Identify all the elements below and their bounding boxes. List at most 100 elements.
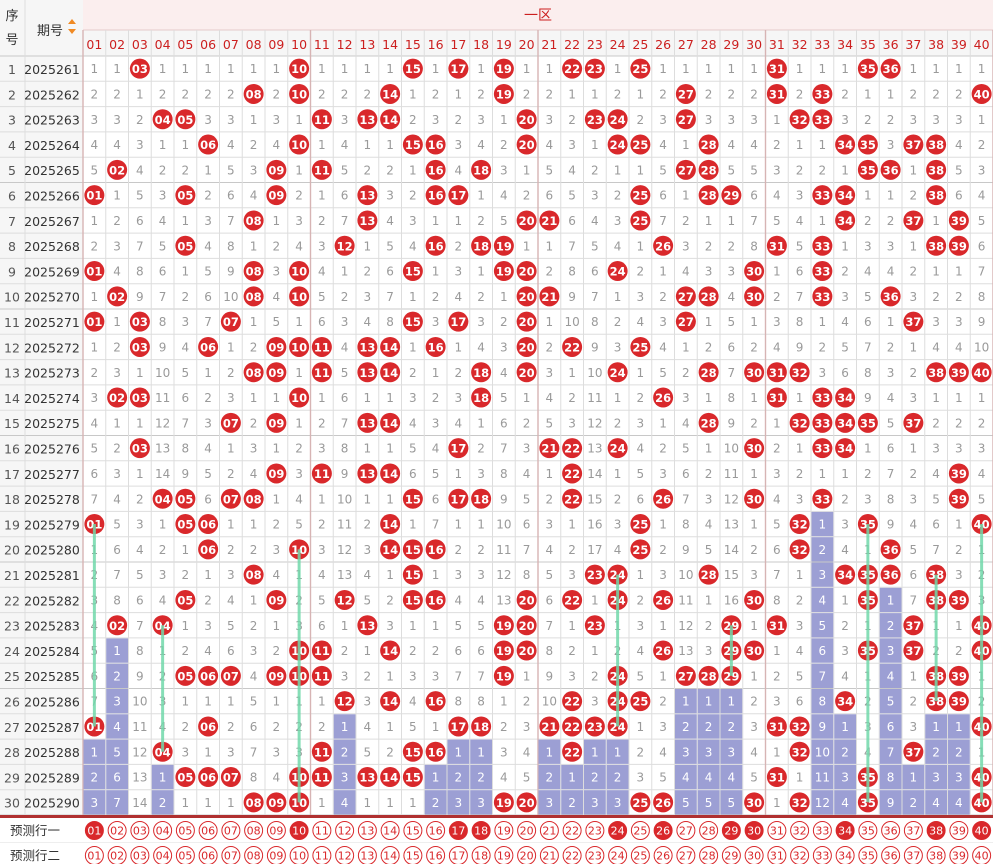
predict-ball-34[interactable]	[835, 846, 855, 864]
gap-count: 4	[978, 467, 986, 481]
drawn-ball-20	[516, 210, 537, 231]
predict-ball-26[interactable]	[653, 821, 673, 840]
gap-count: 3	[273, 113, 281, 127]
predict-ball-23[interactable]	[585, 846, 605, 864]
predict-ball-39[interactable]	[949, 846, 969, 864]
predict-ball-15[interactable]	[403, 821, 423, 840]
predict-ball-13[interactable]	[357, 846, 377, 864]
predict-ball-30[interactable]	[744, 821, 764, 840]
predict-ball-11[interactable]	[312, 846, 332, 864]
predict-ball-04[interactable]	[153, 821, 173, 840]
predict-ball-23[interactable]	[585, 821, 605, 840]
predict-ball-07[interactable]	[221, 846, 241, 864]
predict-ball-01[interactable]	[84, 846, 104, 864]
drawn-ball-25	[630, 134, 651, 155]
predict-ball-38[interactable]	[926, 821, 946, 840]
predict-ball-03[interactable]	[130, 821, 150, 840]
sort-up-arrow-icon[interactable]	[68, 19, 76, 24]
predict-ball-36[interactable]	[881, 821, 901, 840]
predict-ball-06[interactable]	[198, 821, 218, 840]
predict-ball-31[interactable]	[767, 846, 787, 864]
sort-down-arrow-icon[interactable]	[68, 29, 76, 34]
predict-ball-28[interactable]	[699, 846, 719, 864]
predict-ball-37[interactable]	[903, 821, 923, 840]
streak-block-cell	[424, 790, 447, 815]
predict-ball-20[interactable]	[517, 846, 537, 864]
predict-ball-31[interactable]	[767, 821, 787, 840]
predict-ball-16[interactable]	[426, 846, 446, 864]
predict-ball-37[interactable]	[903, 846, 923, 864]
predict-ball-01[interactable]	[84, 821, 104, 840]
gap-count: 2	[637, 745, 645, 759]
predict-ball-14[interactable]	[380, 821, 400, 840]
predict-ball-35[interactable]	[858, 846, 878, 864]
gap-count: 2	[796, 163, 804, 177]
predict-ball-22[interactable]	[562, 846, 582, 864]
predict-ball-05[interactable]	[175, 821, 195, 840]
predict-ball-24[interactable]	[608, 821, 628, 840]
predict-ball-33[interactable]	[812, 821, 832, 840]
gap-count: 2	[659, 695, 667, 709]
predict-ball-28[interactable]	[699, 821, 719, 840]
predict-ball-32[interactable]	[790, 846, 810, 864]
predict-ball-32[interactable]	[790, 821, 810, 840]
gap-count: 1	[204, 366, 212, 380]
predict-ball-29[interactable]	[721, 821, 741, 840]
predict-ball-08[interactable]	[244, 846, 264, 864]
predict-ball-13[interactable]	[357, 821, 377, 840]
predict-ball-19[interactable]	[494, 846, 514, 864]
predict-ball-06[interactable]	[198, 846, 218, 864]
predict-ball-03[interactable]	[130, 846, 150, 864]
predict-ball-05[interactable]	[175, 846, 195, 864]
predict-ball-29[interactable]	[721, 846, 741, 864]
predict-ball-18[interactable]	[471, 821, 491, 840]
predict-ball-15[interactable]	[403, 846, 423, 864]
predict-ball-09[interactable]	[266, 846, 286, 864]
predict-ball-33[interactable]	[812, 846, 832, 864]
gap-count: 2	[546, 87, 554, 101]
gap-count: 3	[182, 745, 190, 759]
predict-ball-11[interactable]	[312, 821, 332, 840]
drawn-ball-label: 31	[769, 771, 785, 785]
predict-ball-20[interactable]	[517, 821, 537, 840]
predict-ball-02[interactable]	[107, 821, 127, 840]
predict-ball-19[interactable]	[494, 821, 514, 840]
gap-count: 1	[91, 340, 99, 354]
gap-count: 3	[364, 695, 372, 709]
predict-ball-17[interactable]	[448, 821, 468, 840]
predict-ball-40[interactable]	[972, 846, 992, 864]
predict-ball-22[interactable]	[562, 821, 582, 840]
predict-ball-21[interactable]	[539, 821, 559, 840]
predict-ball-10[interactable]	[289, 821, 309, 840]
predict-ball-30[interactable]	[744, 846, 764, 864]
predict-ball-38[interactable]	[926, 846, 946, 864]
predict-ball-21[interactable]	[539, 846, 559, 864]
predict-ball-02[interactable]	[107, 846, 127, 864]
predict-ball-27[interactable]	[676, 846, 696, 864]
predict-ball-04[interactable]	[153, 846, 173, 864]
sort-arrows-icon[interactable]	[68, 19, 76, 34]
predict-ball-39[interactable]	[949, 821, 969, 840]
predict-ball-40[interactable]	[972, 821, 992, 840]
predict-ball-17[interactable]	[448, 846, 468, 864]
predict-ball-07[interactable]	[221, 821, 241, 840]
predict-ball-35[interactable]	[858, 821, 878, 840]
predict-ball-26[interactable]	[653, 846, 673, 864]
predict-ball-24[interactable]	[608, 846, 628, 864]
predict-ball-25[interactable]	[630, 846, 650, 864]
predict-ball-16[interactable]	[426, 821, 446, 840]
predict-ball-12[interactable]	[335, 821, 355, 840]
predict-ball-36[interactable]	[881, 846, 901, 864]
predict-ball-18[interactable]	[471, 846, 491, 864]
predict-ball-25[interactable]	[630, 821, 650, 840]
predict-ball-09[interactable]	[266, 821, 286, 840]
gap-count: 2	[136, 113, 144, 127]
predict-ball-34[interactable]	[835, 821, 855, 840]
predict-ball-12[interactable]	[335, 846, 355, 864]
row-label-bg	[0, 233, 83, 259]
predict-ball-27[interactable]	[676, 821, 696, 840]
drawn-ball-label: 15	[405, 568, 421, 582]
predict-ball-14[interactable]	[380, 846, 400, 864]
predict-ball-08[interactable]	[244, 821, 264, 840]
predict-ball-10[interactable]	[289, 846, 309, 864]
